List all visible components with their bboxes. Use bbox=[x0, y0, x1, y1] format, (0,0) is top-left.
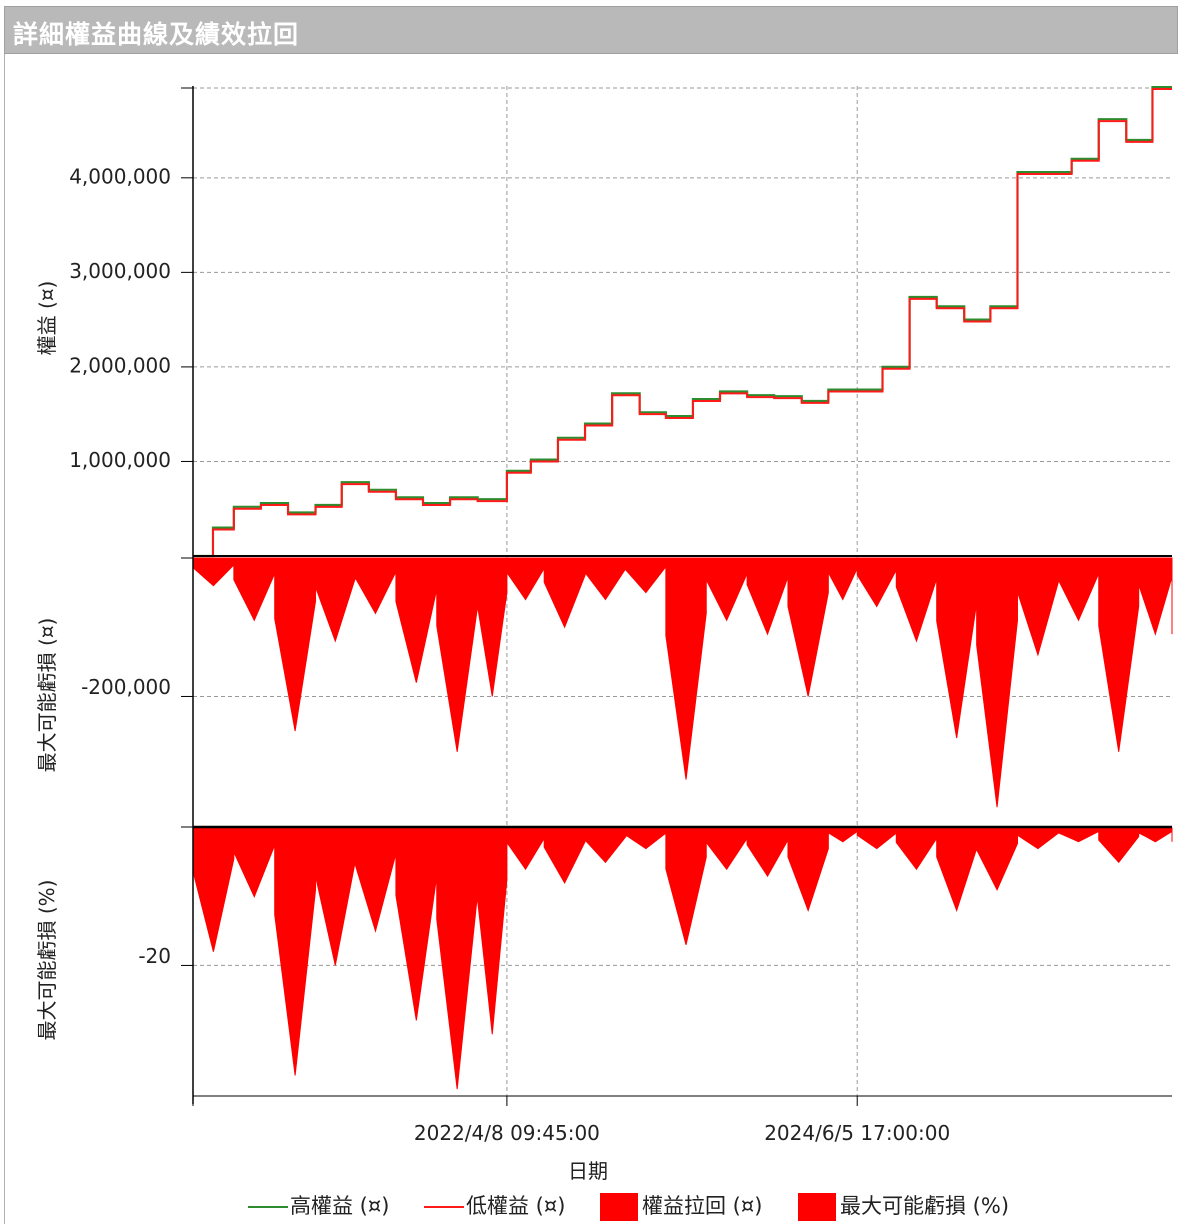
x-tick-label: 2024/6/5 17:00:00 bbox=[764, 1121, 950, 1145]
legend-label-low: 低權益 (¤) bbox=[466, 1194, 566, 1218]
x-axis-title: 日期 bbox=[568, 1159, 608, 1183]
y-axis-title-dd-value: 最大可能虧損 (¤) bbox=[35, 618, 59, 773]
equity-panel bbox=[193, 85, 1172, 558]
left-border bbox=[4, 54, 5, 1224]
legend-item-high[interactable]: 高權益 (¤) bbox=[248, 1190, 389, 1220]
x-tick-label: 2022/4/8 09:45:00 bbox=[414, 1121, 600, 1145]
legend-item-low[interactable]: 低權益 (¤) bbox=[424, 1190, 565, 1220]
legend-label-maxloss: 最大可能虧損 (%) bbox=[840, 1194, 1010, 1218]
y-tick-label-equity: 4,000,000 bbox=[69, 164, 171, 188]
legend: 高權益 (¤) 低權益 (¤) 權益拉回 (¤) 最大可能虧損 (%) bbox=[0, 1190, 1178, 1221]
legend-label-drawdown: 權益拉回 (¤) bbox=[642, 1194, 763, 1218]
y-tick-label-equity: 2,000,000 bbox=[69, 353, 171, 377]
series-line-low-equity bbox=[193, 87, 1172, 557]
y-axis-title-dd-percent: 最大可能虧損 (%) bbox=[35, 880, 59, 1041]
legend-item-maxloss[interactable]: 最大可能虧損 (%) bbox=[798, 1190, 1010, 1221]
drawdown-percent-panel bbox=[192, 827, 1173, 1090]
axes bbox=[181, 86, 1172, 1106]
y-axis-title-equity: 權益 (¤) bbox=[35, 281, 59, 356]
legend-item-drawdown[interactable]: 權益拉回 (¤) bbox=[600, 1190, 763, 1221]
series-area-drawdown-value bbox=[192, 557, 1173, 808]
series-area-drawdown-percent bbox=[192, 827, 1173, 1090]
series-line-high-equity bbox=[193, 85, 1172, 558]
y-tick-label-dd-value: -200,000 bbox=[81, 675, 171, 699]
y-tick-label-dd-percent: -20 bbox=[138, 944, 171, 968]
legend-label-high: 高權益 (¤) bbox=[290, 1194, 390, 1218]
window-title: 詳細權益曲線及績效拉回 bbox=[13, 20, 300, 49]
drawdown-value-panel bbox=[192, 557, 1173, 808]
y-tick-label-equity: 3,000,000 bbox=[69, 259, 171, 283]
title-bar: 詳細權益曲線及績效拉回 bbox=[4, 6, 1178, 54]
legend-line-green bbox=[248, 1206, 288, 1208]
axis-labels: 1,000,000 2,000,000 3,000,000 4,000,000 -200… bbox=[35, 164, 950, 1183]
legend-box-maxloss bbox=[798, 1193, 836, 1221]
legend-box-drawdown bbox=[600, 1193, 638, 1221]
legend-line-red bbox=[424, 1206, 464, 1208]
y-tick-label-equity: 1,000,000 bbox=[69, 448, 171, 472]
